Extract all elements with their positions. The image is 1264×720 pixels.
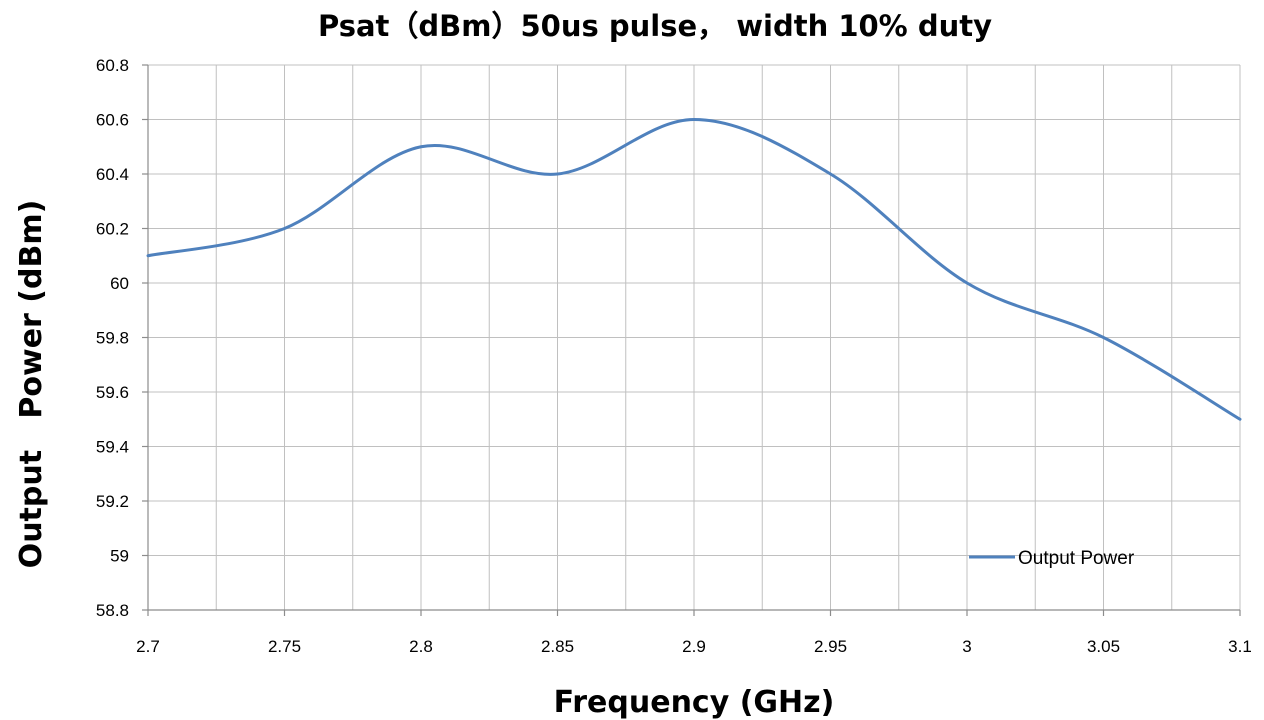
legend: Output Power (969, 548, 1135, 569)
data-point (1102, 336, 1106, 340)
series-line-output-power (146, 118, 1242, 421)
data-point (829, 172, 833, 176)
x-tick-label: 2.9 (682, 637, 706, 656)
y-axis-tick-labels: 58.8 59 59.2 59.4 59.6 59.8 60 60.2 60.4 60.6 60.8 (96, 56, 129, 620)
x-tick-label: 2.75 (268, 637, 301, 656)
chart-axes (142, 64, 1241, 616)
y-tick-label: 59.8 (96, 329, 129, 348)
y-tick-label: 60.6 (96, 111, 129, 130)
data-point (283, 227, 287, 231)
x-tick-label: 2.95 (814, 637, 847, 656)
y-tick-label: 59.4 (96, 438, 129, 457)
chart-title: Psat（dBm）50us pulse， width 10% duty (318, 9, 992, 43)
legend-label: Output Power (1018, 548, 1135, 569)
x-axis-title: Frequency (GHz) (554, 685, 835, 720)
data-point (965, 281, 969, 285)
x-tick-label: 2.7 (136, 637, 160, 656)
y-axis-title: Output Power (dBm) (14, 200, 49, 569)
x-axis-tick-labels: 2.7 2.75 2.8 2.85 2.9 2.95 3 3.05 3.1 (136, 637, 1252, 656)
x-tick-label: 3.1 (1228, 637, 1252, 656)
y-tick-label: 60 (110, 274, 129, 293)
chart-grid (147, 64, 1241, 611)
y-tick-label: 59.6 (96, 383, 129, 402)
y-tick-label: 60.8 (96, 56, 129, 75)
y-tick-label: 60.2 (96, 220, 129, 239)
data-point (146, 254, 150, 258)
x-tick-label: 3.05 (1087, 637, 1120, 656)
data-point (556, 172, 560, 176)
series-layer (146, 118, 1242, 421)
data-point (1238, 417, 1242, 421)
y-tick-label: 58.8 (96, 601, 129, 620)
data-point (419, 145, 423, 149)
y-tick-label: 59 (110, 547, 129, 566)
y-tick-label: 59.2 (96, 492, 129, 511)
y-tick-label: 60.4 (96, 165, 129, 184)
x-tick-label: 2.8 (409, 637, 433, 656)
x-tick-label: 3 (962, 637, 971, 656)
x-tick-label: 2.85 (541, 637, 574, 656)
data-point (692, 118, 696, 122)
